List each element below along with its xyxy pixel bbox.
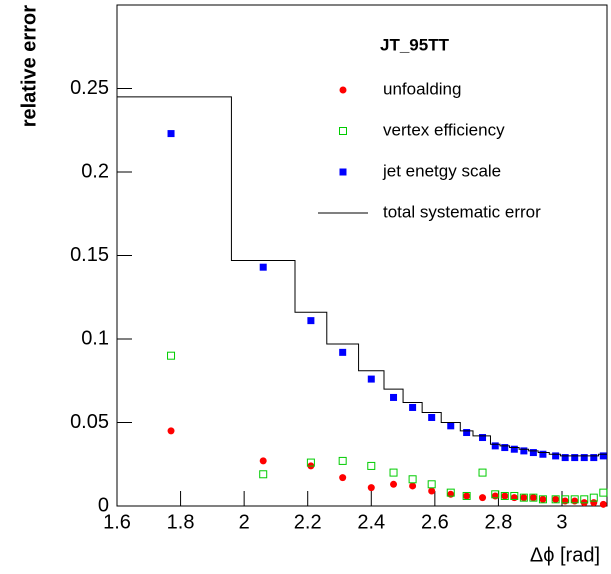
point bbox=[409, 403, 417, 411]
y-tick-label: 0.1 bbox=[81, 327, 109, 349]
point bbox=[561, 454, 569, 462]
point bbox=[561, 497, 569, 505]
point bbox=[463, 429, 471, 437]
point bbox=[479, 434, 487, 442]
x-tick-label: 3 bbox=[556, 511, 567, 533]
point bbox=[339, 474, 347, 482]
legend-marker bbox=[339, 127, 347, 135]
point bbox=[389, 468, 398, 477]
point bbox=[500, 491, 509, 500]
point bbox=[561, 495, 570, 504]
point bbox=[590, 454, 598, 462]
point bbox=[551, 495, 560, 504]
point bbox=[367, 484, 375, 492]
point bbox=[510, 494, 518, 502]
y-tick-label: 0 bbox=[98, 494, 109, 516]
point bbox=[367, 375, 375, 383]
legend-marker bbox=[339, 86, 347, 94]
point bbox=[307, 317, 315, 325]
point bbox=[447, 490, 455, 498]
point bbox=[599, 452, 607, 460]
point bbox=[529, 449, 537, 457]
point bbox=[580, 495, 589, 504]
point bbox=[462, 491, 471, 500]
point bbox=[367, 461, 376, 470]
point bbox=[599, 500, 607, 508]
point bbox=[510, 491, 519, 500]
point bbox=[529, 494, 537, 502]
point bbox=[501, 444, 509, 452]
point bbox=[501, 492, 509, 500]
point bbox=[447, 422, 455, 430]
point bbox=[529, 493, 538, 502]
point bbox=[339, 348, 347, 356]
x-tick-label: 2.6 bbox=[421, 511, 449, 533]
point bbox=[409, 482, 417, 490]
y-tick-label: 0.2 bbox=[81, 160, 109, 182]
point bbox=[552, 495, 560, 503]
legend-label: jet enetgy scale bbox=[382, 161, 501, 180]
legend-label: unfoalding bbox=[383, 79, 461, 98]
point bbox=[590, 499, 598, 507]
legend-label: vertex efficiency bbox=[383, 120, 505, 139]
point bbox=[520, 447, 528, 455]
point bbox=[259, 470, 268, 479]
x-tick-label: 2.2 bbox=[294, 511, 322, 533]
point bbox=[427, 480, 436, 489]
point bbox=[589, 493, 598, 502]
point bbox=[167, 130, 175, 138]
point bbox=[306, 458, 315, 467]
point bbox=[571, 454, 579, 462]
point bbox=[338, 456, 347, 465]
plot-frame bbox=[116, 4, 608, 507]
point bbox=[428, 487, 436, 495]
point bbox=[167, 351, 176, 360]
point bbox=[167, 427, 175, 435]
y-axis-title: relative error bbox=[18, 5, 40, 128]
point bbox=[539, 450, 547, 458]
point bbox=[570, 495, 579, 504]
legend-title: JT_95TT bbox=[380, 35, 450, 54]
point bbox=[463, 492, 471, 500]
point bbox=[491, 442, 499, 450]
point bbox=[390, 480, 398, 488]
point bbox=[510, 445, 518, 453]
point bbox=[580, 454, 588, 462]
x-tick-label: 2.4 bbox=[357, 511, 385, 533]
point bbox=[599, 488, 608, 497]
point bbox=[390, 393, 398, 401]
legend-marker bbox=[339, 168, 347, 176]
y-tick-label: 0.25 bbox=[70, 77, 109, 99]
point bbox=[428, 413, 436, 421]
x-axis-title: Δϕ [rad] bbox=[530, 544, 600, 566]
legend-label: total systematic error bbox=[383, 202, 541, 221]
x-tick-label: 2.8 bbox=[485, 511, 513, 533]
point bbox=[478, 468, 487, 477]
point bbox=[446, 488, 455, 497]
point bbox=[408, 475, 417, 484]
point bbox=[552, 452, 560, 460]
point bbox=[538, 495, 547, 504]
point bbox=[491, 492, 499, 500]
point bbox=[259, 457, 267, 465]
point bbox=[571, 497, 579, 505]
point bbox=[520, 494, 528, 502]
y-tick-label: 0.05 bbox=[70, 411, 109, 433]
x-tick-label: 2 bbox=[239, 511, 250, 533]
point bbox=[539, 495, 547, 503]
y-tick-label: 0.15 bbox=[70, 244, 109, 266]
point bbox=[491, 490, 500, 499]
point bbox=[479, 494, 487, 502]
x-tick-label: 1.8 bbox=[167, 511, 195, 533]
x-tick-label: 1.6 bbox=[103, 511, 131, 533]
point bbox=[259, 263, 267, 271]
step-line bbox=[117, 96, 607, 457]
point bbox=[519, 493, 528, 502]
